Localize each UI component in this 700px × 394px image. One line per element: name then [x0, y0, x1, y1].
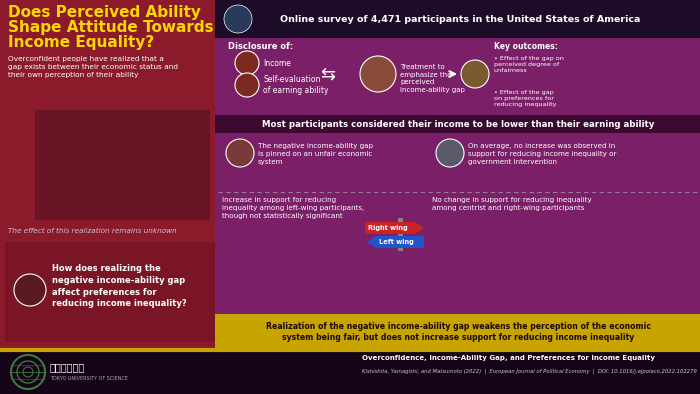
Text: 東京理科大学: 東京理科大学: [50, 362, 85, 372]
Circle shape: [461, 60, 489, 88]
Text: Treatment to
emphasize the
perceived
income-ability gap: Treatment to emphasize the perceived inc…: [400, 64, 465, 93]
Text: TOKYO UNIVERSITY OF SCIENCE: TOKYO UNIVERSITY OF SCIENCE: [50, 376, 128, 381]
Circle shape: [235, 51, 259, 75]
Text: The negative income-ability gap
is pinned on an unfair economic
system: The negative income-ability gap is pinne…: [258, 143, 373, 165]
Text: • Effect of the gap
on preferences for
reducing inequality: • Effect of the gap on preferences for r…: [494, 90, 556, 108]
Text: Overconfident people have realized that a
gap exists between their economic stat: Overconfident people have realized that …: [8, 56, 178, 78]
Text: Online survey of 4,471 participants in the United States of America: Online survey of 4,471 participants in t…: [280, 15, 640, 24]
FancyBboxPatch shape: [215, 314, 700, 350]
Circle shape: [226, 139, 254, 167]
Text: ⇆: ⇆: [321, 65, 335, 83]
FancyBboxPatch shape: [0, 350, 700, 394]
Polygon shape: [367, 236, 424, 248]
FancyBboxPatch shape: [215, 0, 700, 350]
Text: The effect of this realization remains unknown: The effect of this realization remains u…: [8, 228, 176, 234]
Text: Shape Attitude Towards: Shape Attitude Towards: [8, 20, 213, 35]
FancyBboxPatch shape: [35, 110, 210, 220]
Circle shape: [235, 73, 259, 97]
Text: No change in support for reducing inequality
among centrist and right-wing parti: No change in support for reducing inequa…: [432, 197, 592, 211]
Text: Key outcomes:: Key outcomes:: [494, 42, 558, 51]
Text: Kishishita, Yamagishi, and Matsumoto (2022)  |  European Journal of Political Ec: Kishishita, Yamagishi, and Matsumoto (20…: [362, 369, 697, 375]
FancyBboxPatch shape: [5, 242, 215, 342]
Text: Overconfidence, Income-Ability Gap, and Preferences for Income Equality: Overconfidence, Income-Ability Gap, and …: [362, 355, 655, 361]
Circle shape: [224, 5, 252, 33]
Circle shape: [360, 56, 396, 92]
FancyBboxPatch shape: [215, 115, 700, 133]
Circle shape: [14, 274, 46, 306]
Text: Does Perceived Ability: Does Perceived Ability: [8, 5, 201, 20]
Text: • Effect of the gap on
perceived degree of
unfairness: • Effect of the gap on perceived degree …: [494, 56, 564, 73]
Text: Income Equality?: Income Equality?: [8, 35, 154, 50]
Text: Realization of the negative income-ability gap weakens the perception of the eco: Realization of the negative income-abili…: [265, 322, 650, 342]
Text: How does realizing the
negative income-ability gap
affect preferences for
reduci: How does realizing the negative income-a…: [52, 264, 187, 309]
Text: Left wing: Left wing: [379, 239, 414, 245]
Text: Right wing: Right wing: [368, 225, 408, 231]
Text: Most participants considered their income to be lower than their earning ability: Most participants considered their incom…: [262, 119, 654, 128]
Text: Disclosure of:: Disclosure of:: [228, 42, 293, 51]
Circle shape: [436, 139, 464, 167]
Text: On average, no increase was observed in
support for reducing income inequality o: On average, no increase was observed in …: [468, 143, 617, 165]
Polygon shape: [365, 222, 424, 234]
Text: Income: Income: [263, 58, 291, 67]
Text: Self-evaluation
of earning ability: Self-evaluation of earning ability: [263, 75, 328, 95]
Text: Increase in support for reducing
inequality among left-wing participants,
though: Increase in support for reducing inequal…: [222, 197, 364, 219]
FancyBboxPatch shape: [215, 0, 700, 38]
